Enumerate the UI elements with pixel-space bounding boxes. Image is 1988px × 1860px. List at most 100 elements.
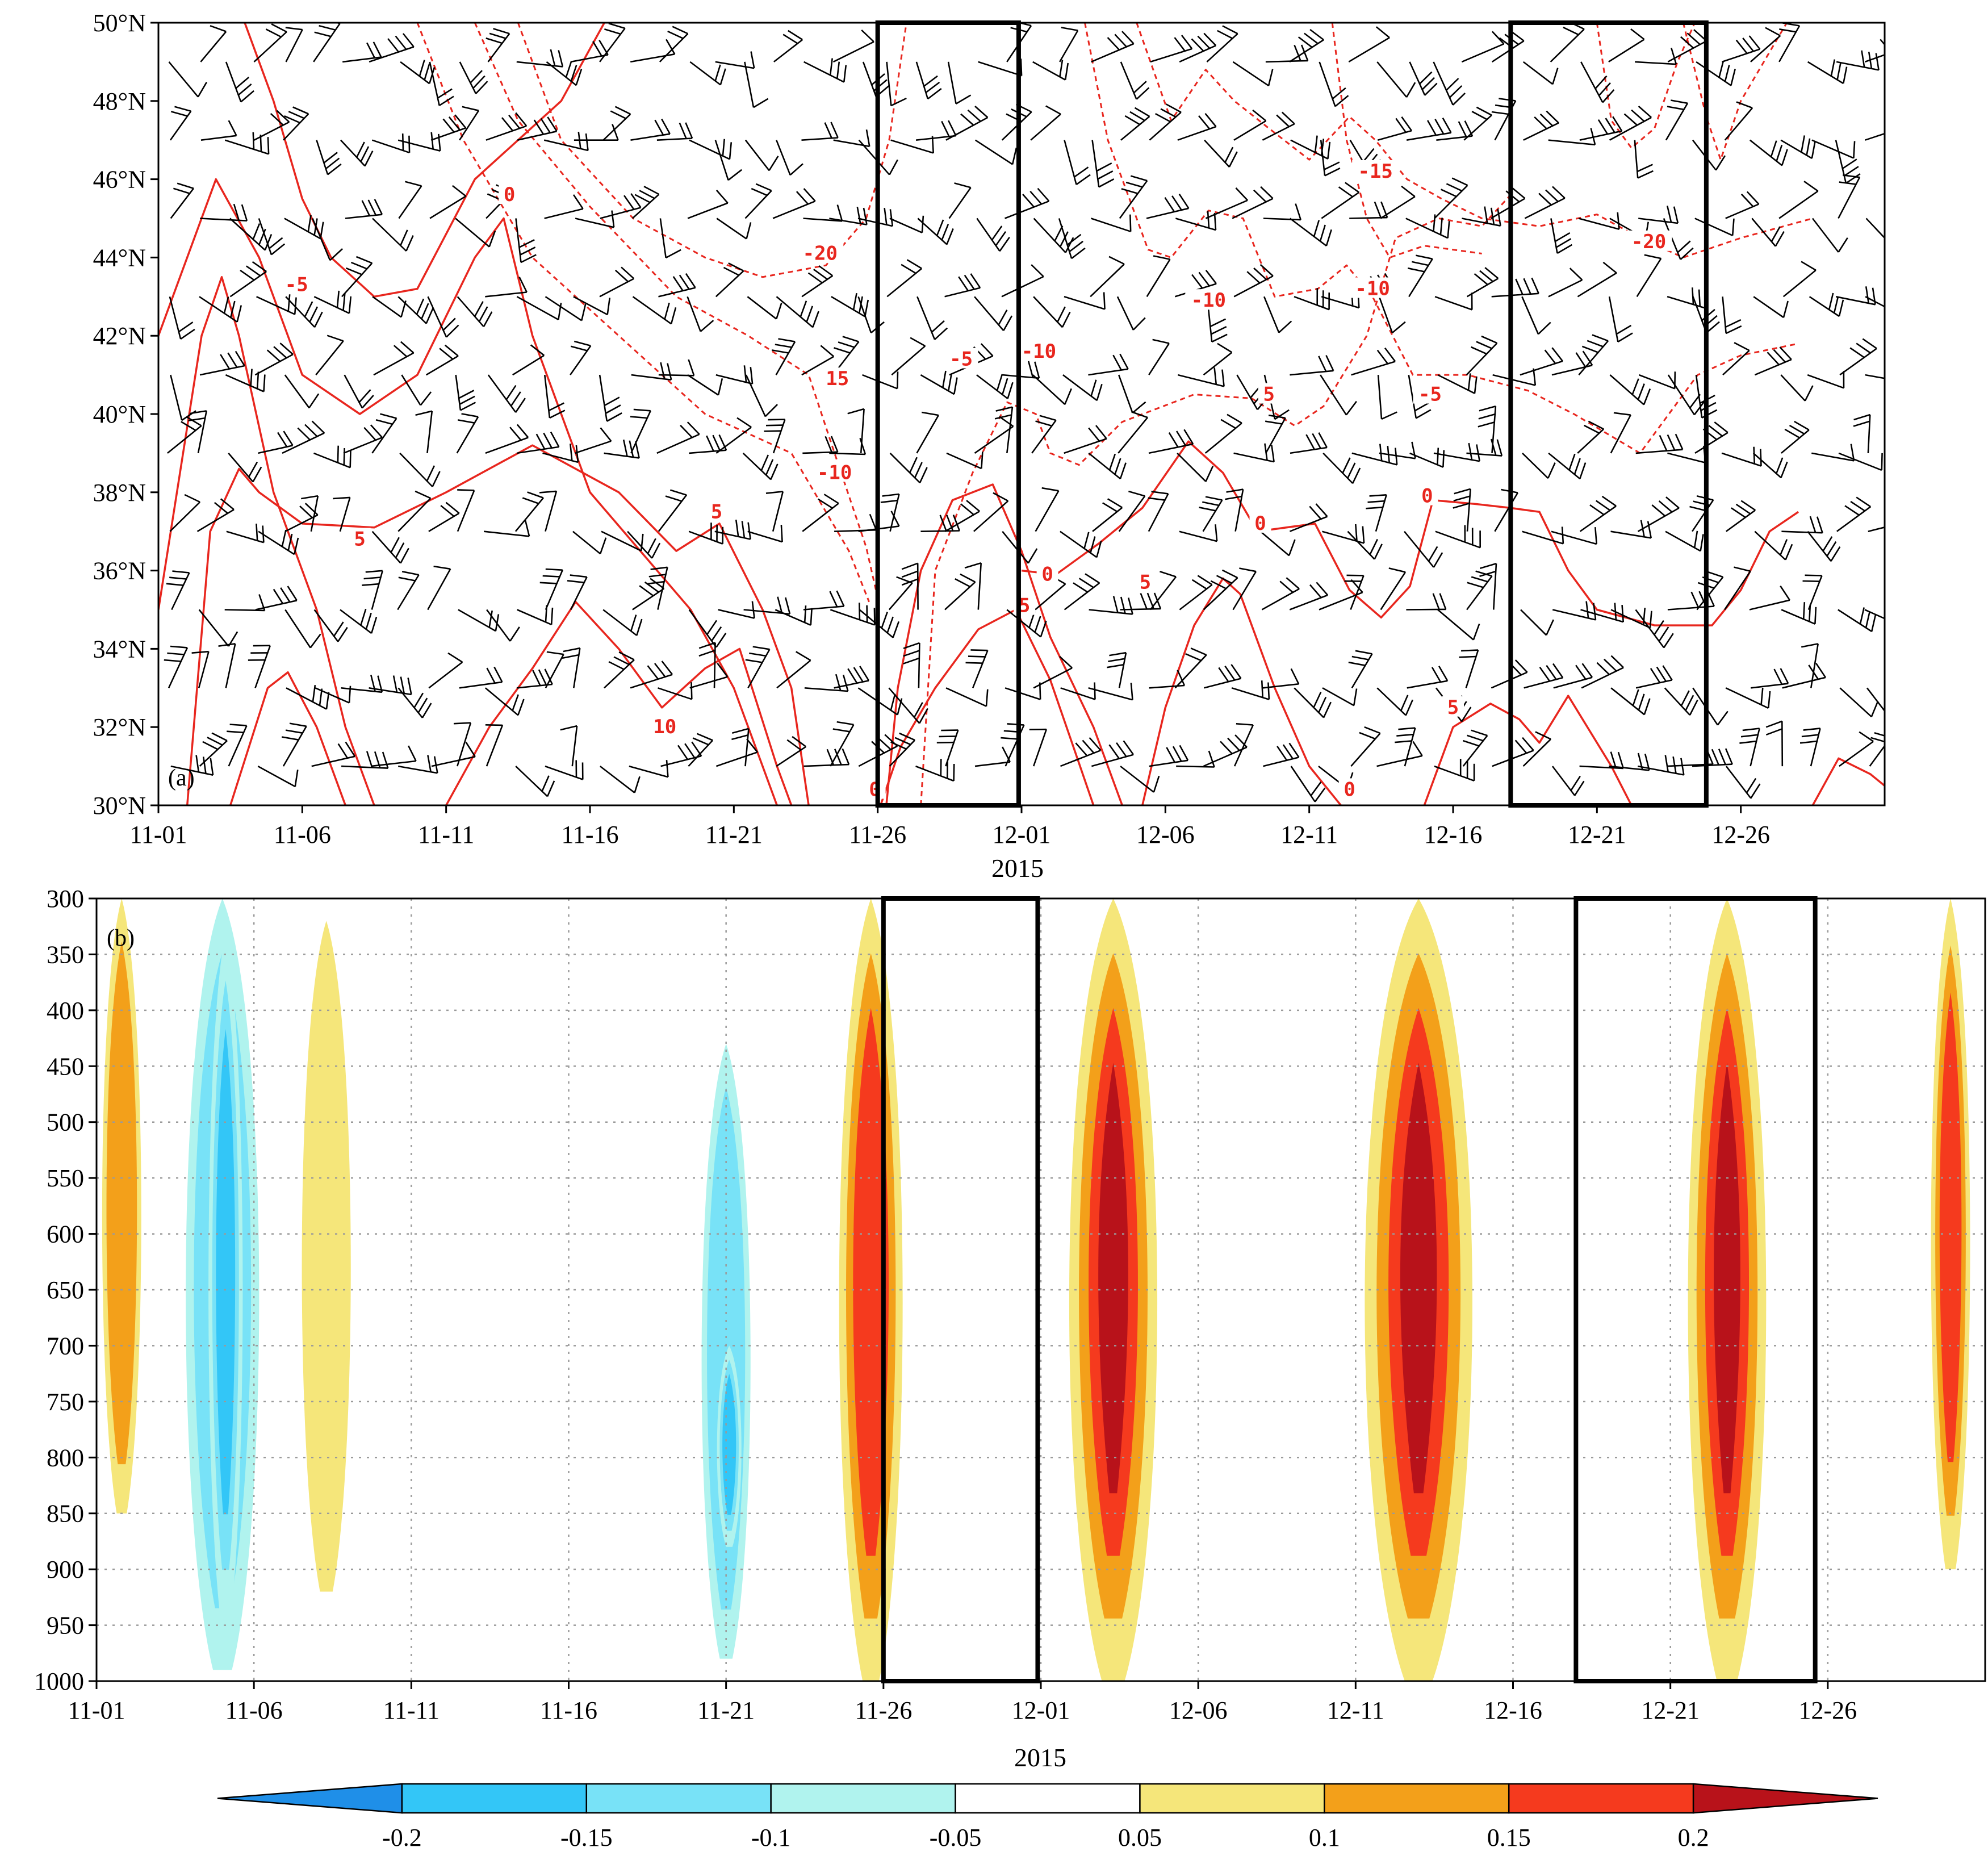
wind-barb bbox=[687, 296, 714, 332]
barb-feather bbox=[440, 505, 455, 517]
wind-barb bbox=[945, 106, 989, 141]
barb-feather bbox=[1107, 37, 1120, 51]
wind-barb bbox=[602, 609, 643, 636]
barb-shaft bbox=[1406, 608, 1446, 611]
wind-barb bbox=[658, 273, 696, 298]
wind-barb bbox=[1865, 218, 1885, 239]
barb-shaft bbox=[427, 296, 447, 338]
wind-barb bbox=[1751, 668, 1789, 689]
barb-feather bbox=[1151, 491, 1169, 495]
barb-shaft bbox=[1064, 438, 1107, 454]
contour-label-bg bbox=[1249, 512, 1271, 533]
barb-shaft bbox=[487, 33, 510, 62]
wind-barb bbox=[429, 185, 467, 219]
barb-feather bbox=[1717, 710, 1728, 726]
barb-shaft bbox=[688, 530, 723, 545]
barb-feather bbox=[547, 116, 558, 132]
barb-feather bbox=[1352, 467, 1361, 484]
wind-barb bbox=[1407, 666, 1449, 689]
barb-shaft bbox=[1232, 61, 1269, 86]
wind-barb bbox=[604, 439, 640, 459]
barb-feather bbox=[237, 83, 252, 96]
wind-barb bbox=[254, 342, 294, 376]
wind-barb bbox=[1376, 61, 1416, 98]
barb-shaft bbox=[341, 687, 382, 693]
barb-feather bbox=[1523, 278, 1531, 295]
barb-shaft bbox=[601, 530, 642, 552]
wind-barb bbox=[659, 218, 681, 259]
barb-feather bbox=[909, 457, 918, 473]
wind-barb bbox=[370, 745, 417, 767]
contour-label: -10 bbox=[817, 461, 852, 484]
wind-barb bbox=[1520, 609, 1554, 636]
barb-feather bbox=[936, 219, 944, 236]
wind-barb bbox=[229, 261, 267, 298]
wind-barb bbox=[1466, 267, 1499, 298]
barb-shaft bbox=[310, 495, 319, 532]
barb-feather bbox=[1016, 23, 1032, 27]
barb-shaft bbox=[832, 41, 874, 63]
barb-shaft bbox=[225, 643, 236, 688]
barb-shaft bbox=[1406, 132, 1451, 141]
wind-barb bbox=[1091, 740, 1135, 767]
barb-shaft bbox=[1321, 296, 1359, 309]
barb-feather bbox=[365, 570, 383, 573]
barb-shaft bbox=[542, 452, 579, 463]
barb-feather bbox=[1780, 461, 1788, 478]
wind-barb bbox=[371, 413, 397, 454]
barb-shaft bbox=[1146, 258, 1171, 297]
barb-feather bbox=[1853, 141, 1856, 158]
barb-shaft bbox=[1838, 452, 1882, 471]
wind-barb bbox=[1174, 647, 1207, 689]
barb-feather bbox=[1715, 155, 1726, 171]
x-tick-label: 11-01 bbox=[68, 1696, 125, 1724]
barb-feather bbox=[1355, 650, 1372, 655]
barb-feather bbox=[610, 110, 626, 119]
barb-feather bbox=[1742, 37, 1754, 52]
barb-feather bbox=[1461, 649, 1479, 652]
wind-barb bbox=[1636, 254, 1662, 297]
barb-feather bbox=[1617, 332, 1633, 343]
barb-feather bbox=[294, 297, 297, 315]
barb-feather bbox=[927, 87, 942, 100]
barb-shaft bbox=[1206, 33, 1238, 62]
wind-barb bbox=[1146, 193, 1190, 219]
barb-feather bbox=[1844, 505, 1860, 516]
barb-feather bbox=[474, 301, 484, 317]
wind-barb bbox=[484, 687, 525, 716]
wind-barb bbox=[1320, 374, 1357, 416]
barb-feather bbox=[1546, 619, 1554, 636]
barb-shaft bbox=[1524, 676, 1563, 689]
barb-feather bbox=[1491, 31, 1505, 45]
barb-feather bbox=[1662, 665, 1673, 681]
barb-feather bbox=[964, 562, 982, 569]
barb-shaft bbox=[316, 140, 329, 175]
barb-feather bbox=[309, 306, 319, 323]
barb-feather bbox=[1124, 115, 1140, 126]
barb-feather bbox=[1039, 415, 1056, 421]
barb-feather bbox=[1718, 60, 1725, 78]
wind-barb bbox=[1868, 526, 1885, 532]
barb-feather bbox=[1108, 256, 1125, 265]
contour-label: 0 bbox=[1421, 485, 1433, 508]
contour-label: 0 bbox=[504, 183, 515, 206]
barb-shaft bbox=[545, 654, 564, 688]
wind-barb bbox=[803, 204, 843, 222]
wind-barb bbox=[1839, 687, 1879, 718]
wind-barb bbox=[776, 651, 811, 689]
barb-feather bbox=[861, 29, 874, 43]
barb-shaft bbox=[801, 275, 834, 298]
wind-barb bbox=[284, 609, 321, 649]
wind-barb bbox=[1035, 487, 1060, 532]
barb-feather bbox=[1078, 578, 1094, 588]
wind-barb bbox=[1551, 766, 1585, 796]
wind-barb bbox=[627, 530, 661, 559]
barb-shaft bbox=[656, 137, 693, 141]
wind-barb bbox=[974, 296, 1013, 331]
barb-feather bbox=[1027, 361, 1034, 378]
barb-feather bbox=[919, 708, 928, 724]
barb-feather bbox=[1278, 320, 1292, 333]
wind-barb bbox=[284, 215, 324, 240]
barb-feather bbox=[897, 371, 899, 389]
barb-feather bbox=[765, 424, 784, 427]
